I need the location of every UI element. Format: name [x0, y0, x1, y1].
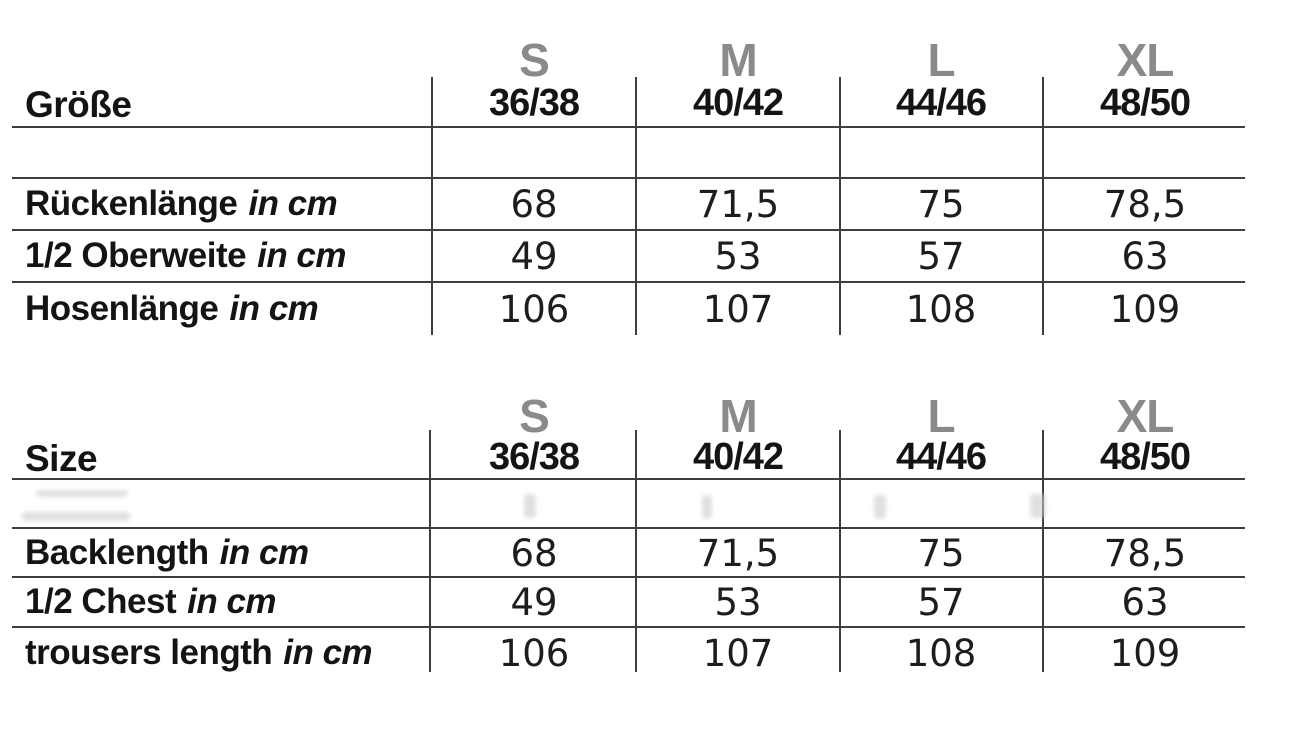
size-range-s: 36/38: [488, 82, 580, 124]
column-divider: [839, 430, 841, 672]
erased-text-smudge: [874, 495, 886, 519]
row-label-text: 1/2 Oberweite: [25, 236, 247, 275]
cell-value: 49: [510, 580, 558, 624]
cell-value: 75: [917, 182, 965, 226]
row-label: Hosenlänge in cm: [25, 283, 319, 335]
size-letter-l: L: [927, 34, 955, 86]
cell-value: 108: [905, 287, 977, 331]
row-label: 1/2 Chest in cm: [25, 578, 277, 626]
row-label-unit: in cm: [187, 582, 277, 621]
cell-value: 106: [498, 287, 570, 331]
cell-value: 106: [498, 631, 570, 675]
cell-value: 49: [510, 234, 558, 278]
erased-text-smudge: [702, 495, 712, 519]
erased-text-smudge: [36, 490, 128, 497]
row-label-text: Backlength: [25, 533, 209, 572]
size-range-xl: 48/50: [1099, 82, 1191, 124]
cell-value: 109: [1109, 287, 1181, 331]
column-divider: [839, 77, 841, 335]
cell-value: 68: [510, 531, 558, 575]
erased-text-smudge: [22, 512, 130, 521]
size-letter-xl: XL: [1116, 390, 1175, 442]
table-title-groesse: Größe: [25, 84, 132, 125]
size-letter-m: M: [719, 34, 757, 86]
row-label-unit: in cm: [257, 236, 347, 275]
divider: [12, 281, 1245, 283]
size-range-l: 44/46: [895, 436, 987, 478]
row-label-unit: in cm: [248, 184, 338, 223]
erased-text-smudge: [524, 494, 536, 518]
cell-value: 108: [905, 631, 977, 675]
row-label: 1/2 Oberweite in cm: [25, 231, 347, 281]
cell-value: 68: [510, 182, 558, 226]
row-label-text: Rückenlänge: [25, 184, 238, 223]
divider: [12, 478, 1245, 480]
row-label: Rückenlänge in cm: [25, 179, 338, 229]
cell-value: 57: [917, 580, 965, 624]
cell-value: 78,5: [1103, 531, 1187, 575]
size-letter-s: S: [519, 390, 550, 442]
divider: [12, 126, 1245, 128]
row-label-text: Hosenlänge: [25, 289, 219, 328]
cell-value: 53: [714, 234, 762, 278]
cell-value: 75: [917, 531, 965, 575]
column-divider: [431, 77, 433, 335]
cell-value: 71,5: [696, 531, 780, 575]
size-range-s: 36/38: [488, 436, 580, 478]
cell-value: 107: [702, 287, 774, 331]
column-divider: [635, 77, 637, 335]
size-letter-m: M: [719, 390, 757, 442]
size-range-xl: 48/50: [1099, 436, 1191, 478]
column-divider: [635, 430, 637, 672]
size-letter-l: L: [927, 390, 955, 442]
size-range-m: 40/42: [692, 82, 784, 124]
column-divider: [1042, 430, 1044, 672]
divider: [12, 229, 1245, 231]
divider: [12, 626, 1245, 628]
cell-value: 63: [1121, 234, 1169, 278]
row-label: trousers length in cm: [25, 628, 373, 678]
column-divider: [429, 430, 431, 672]
erased-text-smudge: [1030, 494, 1046, 518]
table-title-size: Size: [25, 438, 98, 479]
divider: [12, 177, 1245, 179]
row-label-unit: in cm: [229, 289, 319, 328]
column-divider: [1042, 77, 1044, 335]
cell-value: 63: [1121, 580, 1169, 624]
cell-value: 107: [702, 631, 774, 675]
size-range-m: 40/42: [692, 436, 784, 478]
cell-value: 78,5: [1103, 182, 1187, 226]
row-label-unit: in cm: [219, 533, 309, 572]
divider: [12, 527, 1245, 529]
size-range-l: 44/46: [895, 82, 987, 124]
size-letter-s: S: [519, 34, 550, 86]
row-label-text: trousers length: [25, 633, 273, 672]
cell-value: 109: [1109, 631, 1181, 675]
row-label-text: 1/2 Chest: [25, 582, 177, 621]
cell-value: 53: [714, 580, 762, 624]
row-label-unit: in cm: [283, 633, 373, 672]
row-label: Backlength in cm: [25, 529, 309, 577]
size-letter-xl: XL: [1116, 34, 1175, 86]
cell-value: 71,5: [696, 182, 780, 226]
cell-value: 57: [917, 234, 965, 278]
divider: [12, 576, 1245, 578]
